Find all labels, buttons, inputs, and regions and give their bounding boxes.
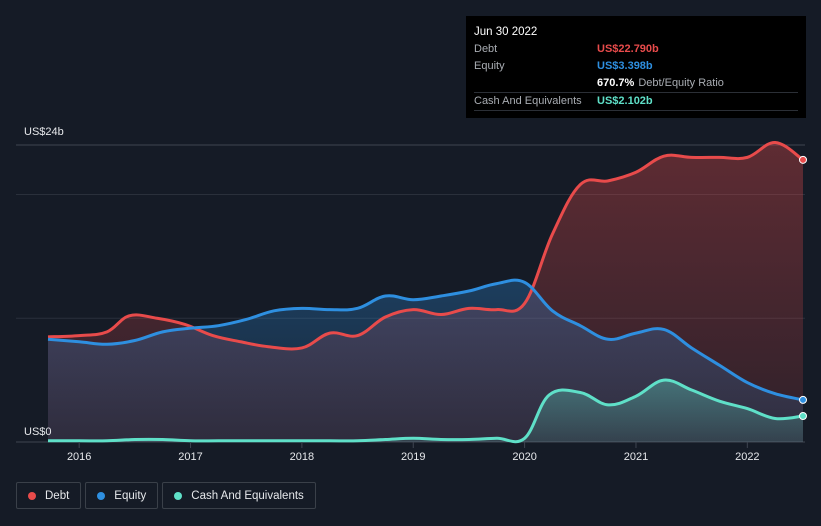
y-axis-bottom-label: US$0 bbox=[24, 426, 52, 438]
tooltip-date: Jun 30 2022 bbox=[474, 26, 538, 38]
legend-item-debt[interactable]: Debt bbox=[16, 482, 82, 509]
tooltip-label-equity: Equity bbox=[474, 60, 505, 72]
x-tick-label: 2021 bbox=[624, 451, 648, 463]
legend-dot-equity-icon bbox=[97, 491, 106, 500]
x-tick-label: 2019 bbox=[401, 451, 425, 463]
x-tick-label: 2016 bbox=[67, 451, 91, 463]
legend-label-equity: Equity bbox=[114, 489, 147, 502]
equity-area bbox=[48, 280, 803, 442]
series-areas bbox=[48, 142, 803, 442]
x-tick-label: 2018 bbox=[290, 451, 314, 463]
tooltip-label-debt: Debt bbox=[474, 43, 498, 55]
x-tick-label: 2022 bbox=[735, 451, 759, 463]
debt-line bbox=[47, 141, 804, 351]
cash-end-point[interactable] bbox=[799, 412, 807, 421]
debt-end-point[interactable] bbox=[799, 155, 807, 164]
tooltip-panel: Jun 30 2022 Debt US$22.790b Equity US$3.… bbox=[466, 16, 806, 118]
tooltip-value-debt: US$22.790b bbox=[597, 43, 659, 55]
y-axis-top-label: US$24b bbox=[24, 126, 64, 138]
tooltip-row-debt: Debt US$22.790b bbox=[474, 41, 798, 58]
tooltip-value-ratio: 670.7% bbox=[597, 77, 635, 89]
tooltip-value-equity: US$3.398b bbox=[597, 60, 653, 72]
cash-line bbox=[48, 378, 804, 444]
x-tick-label: 2020 bbox=[512, 451, 536, 463]
legend-item-cash[interactable]: Cash And Equivalents bbox=[162, 482, 316, 509]
x-axis-ticks: 2016 2017 2018 2019 2020 2021 2022 bbox=[67, 442, 760, 463]
tooltip-label-cash: Cash And Equivalents bbox=[474, 95, 582, 107]
legend-item-equity[interactable]: Equity bbox=[85, 482, 159, 509]
tooltip-row-ratio: 670.7% Debt/Equity Ratio bbox=[474, 75, 798, 92]
legend-label-debt: Debt bbox=[45, 489, 70, 502]
tooltip-ratio-caption: Debt/Equity Ratio bbox=[638, 77, 724, 89]
series-lines bbox=[47, 141, 804, 444]
legend-dot-cash-icon bbox=[174, 491, 183, 500]
chart-legend: Debt Equity Cash And Equivalents bbox=[16, 482, 316, 509]
series-end-markers bbox=[799, 155, 807, 421]
tooltip-value-cash: US$2.102b bbox=[597, 95, 653, 107]
tooltip-row-cash: Cash And Equivalents US$2.102b bbox=[474, 92, 798, 111]
tooltip-label-ratio bbox=[474, 75, 597, 92]
tooltip-row-equity: Equity US$3.398b bbox=[474, 58, 798, 75]
equity-line bbox=[47, 278, 804, 402]
equity-end-point[interactable] bbox=[799, 395, 807, 404]
legend-label-cash: Cash And Equivalents bbox=[191, 489, 304, 502]
legend-dot-debt-icon bbox=[28, 491, 36, 500]
x-tick-label: 2017 bbox=[178, 451, 202, 463]
cash-area bbox=[48, 380, 803, 442]
